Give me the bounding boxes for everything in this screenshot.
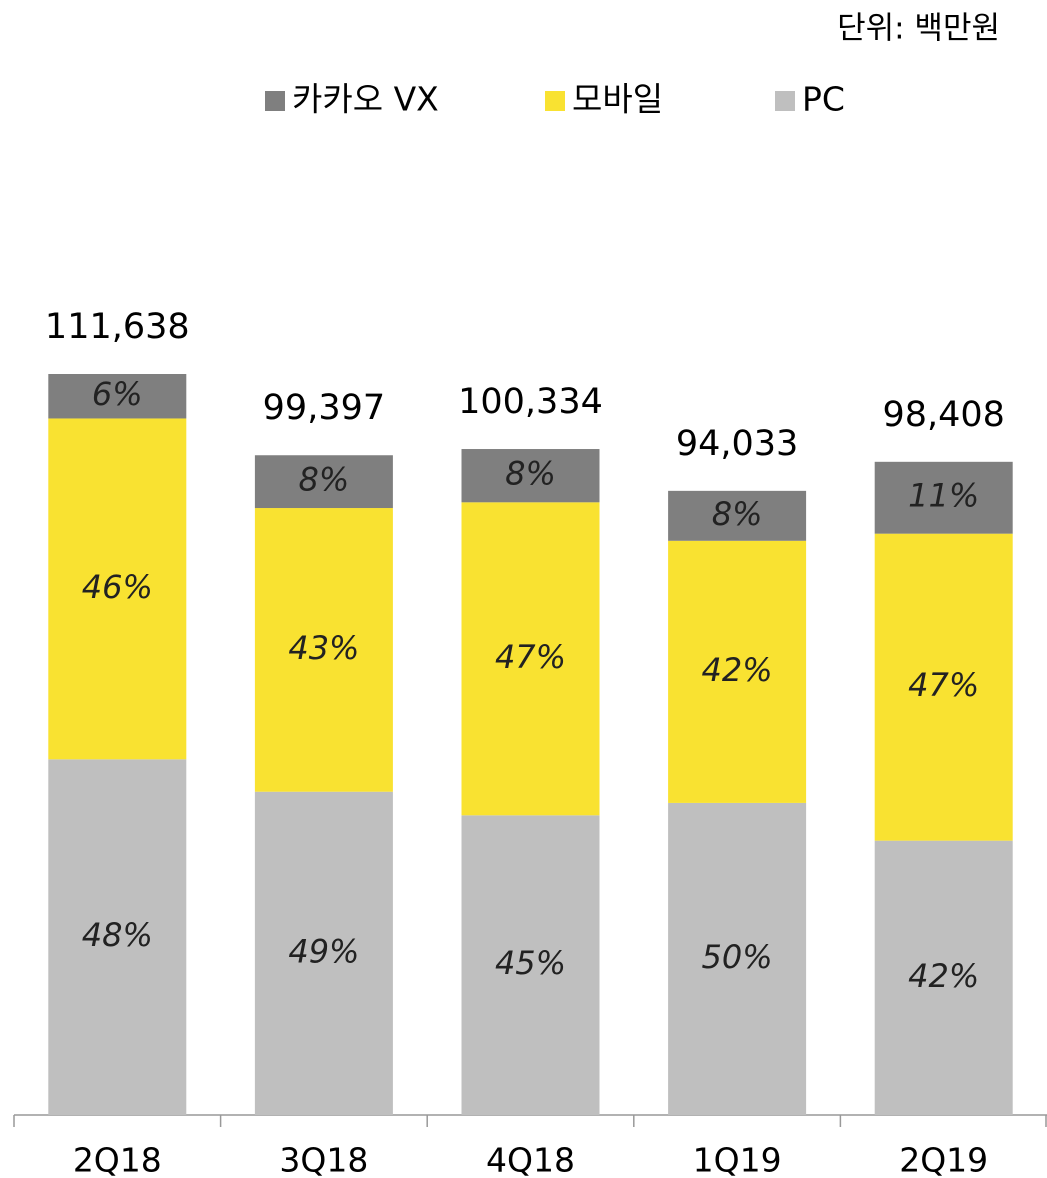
- bar-segment: [874, 461, 1013, 534]
- segment-label: 47%: [495, 638, 566, 676]
- segment-label: 11%: [908, 477, 979, 515]
- bar-segment: [461, 815, 600, 1115]
- segment-label: 43%: [288, 629, 359, 667]
- bar-segment: [874, 533, 1013, 841]
- total-label: 98,408: [882, 395, 1004, 435]
- bar-segment: [461, 502, 600, 816]
- segment-label: 6%: [92, 375, 143, 413]
- legend-swatch: [265, 91, 285, 111]
- legend-swatch: [545, 91, 565, 111]
- x-tick-label: 2Q18: [73, 1141, 162, 1178]
- segment-label: 42%: [908, 957, 979, 995]
- bar-segment: [254, 455, 393, 509]
- bar-segment: [254, 508, 393, 792]
- bar-segment: [461, 449, 600, 503]
- bar-segment: [668, 540, 807, 803]
- x-tick-label: 3Q18: [279, 1141, 368, 1178]
- bar-segment: [254, 791, 393, 1115]
- legend-label: 카카오 VX: [292, 80, 439, 119]
- segment-label: 8%: [299, 461, 350, 499]
- bar-segment: [48, 759, 187, 1115]
- bar-segment: [668, 802, 807, 1115]
- segment-label: 42%: [702, 651, 773, 689]
- legend-swatch: [775, 91, 795, 111]
- bar-segment: [48, 418, 187, 760]
- x-tick-label: 2Q19: [899, 1141, 988, 1178]
- bar-segment: [668, 490, 807, 541]
- segment-label: 49%: [288, 932, 359, 970]
- total-label: 99,397: [263, 388, 385, 428]
- bar-segment: [48, 374, 187, 419]
- total-label: 111,638: [45, 307, 190, 347]
- unit-label: 단위: 백만원: [837, 11, 1000, 47]
- legend-label: 모바일: [572, 80, 663, 119]
- segment-label: 48%: [82, 916, 153, 954]
- x-tick-label: 1Q19: [693, 1141, 782, 1178]
- segment-label: 45%: [495, 944, 566, 982]
- segment-label: 8%: [712, 495, 763, 533]
- segment-label: 47%: [908, 666, 979, 704]
- total-label: 94,033: [676, 424, 798, 464]
- legend-label: PC: [802, 80, 845, 119]
- bar-segment: [874, 840, 1013, 1115]
- x-tick-label: 4Q18: [486, 1141, 575, 1178]
- total-label: 100,334: [458, 382, 603, 422]
- segment-label: 50%: [702, 938, 773, 976]
- segment-label: 8%: [505, 455, 556, 493]
- segment-label: 46%: [82, 568, 153, 606]
